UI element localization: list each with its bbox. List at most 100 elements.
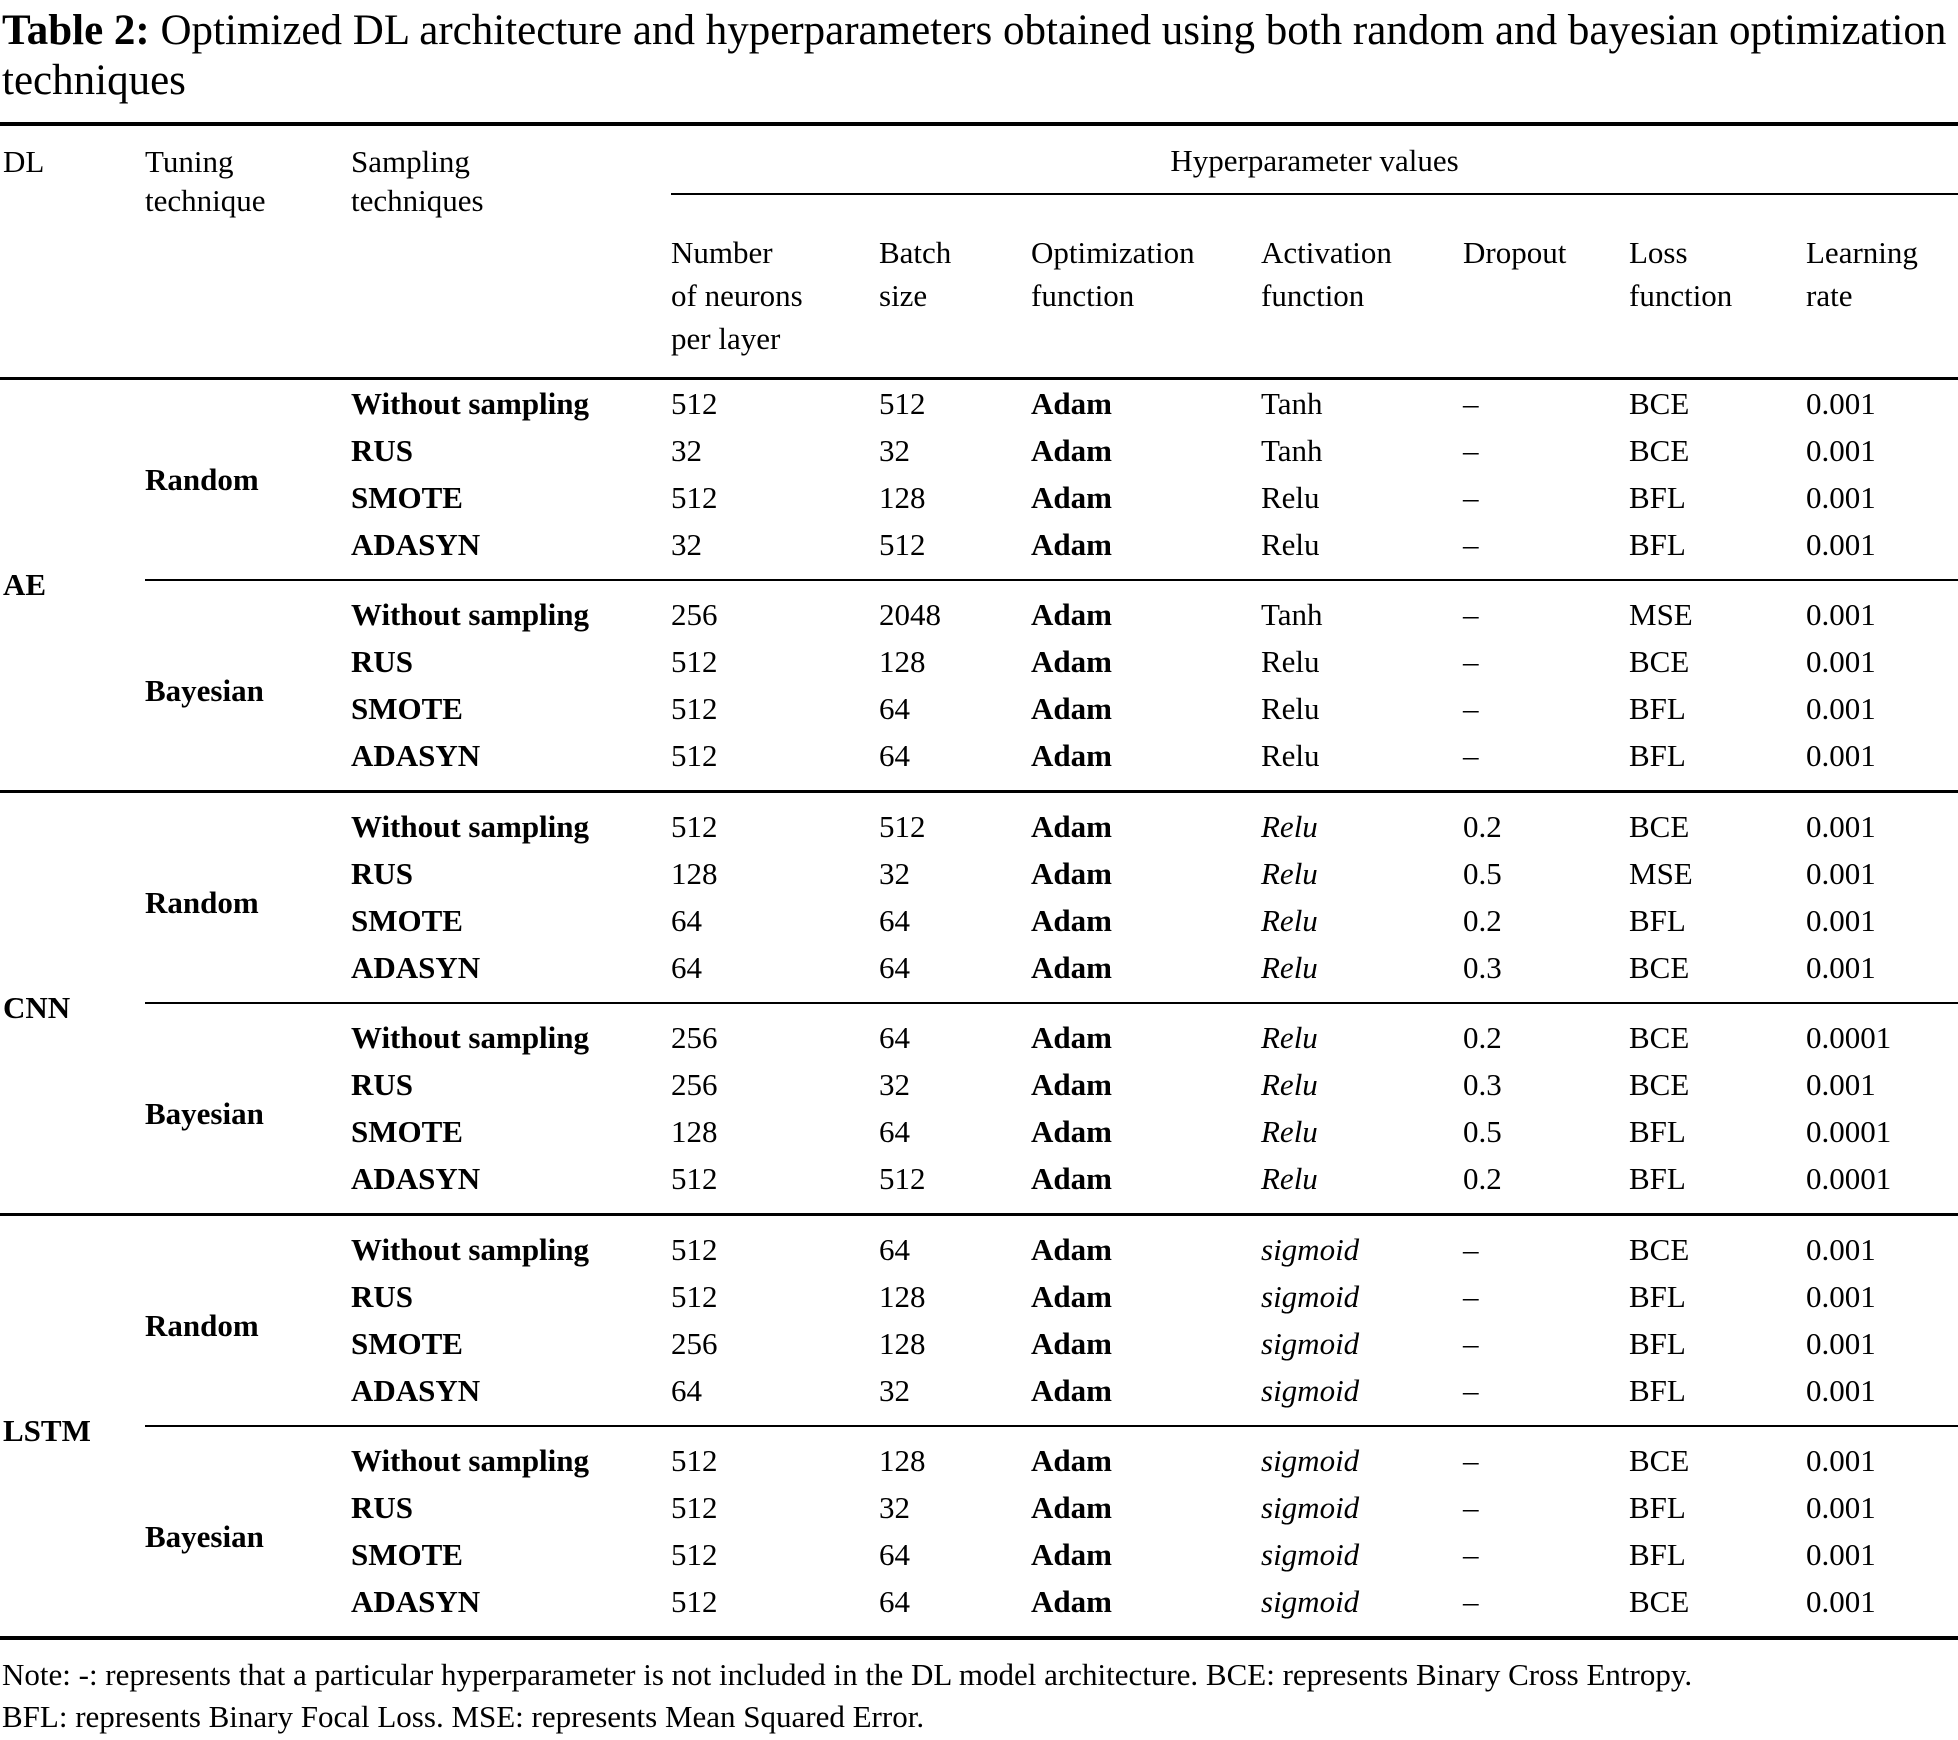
cell-sampling-technique: ADASYN [351,526,481,562]
cell-loss-function: MSE [1629,578,1806,638]
table-row: SMOTE 512 64 Adam sigmoid – BFL 0.001 [0,1531,1958,1578]
cell-optimization-function: Adam [1031,1113,1112,1149]
cell-activation-function: Relu [1261,1001,1463,1061]
cell-learning-rate: 0.001 [1806,1278,1876,1314]
cell-dropout: – [1463,479,1479,515]
cell-learning-rate: 0.001 [1806,1583,1876,1619]
header-sampling-techniques: Sampling techniques [351,123,671,380]
cell-optimization-function: Adam [1031,855,1112,891]
text-line: Number [671,234,773,270]
cell-activation-function: Relu [1261,526,1320,562]
cell-optimization-function: Adam [1031,789,1261,850]
cell-dropout: 0.3 [1463,1066,1502,1102]
cell-neurons-per-layer: 512 [671,1489,718,1525]
cell-learning-rate: 0.001 [1806,1489,1876,1525]
tuning-label: Bayesian [145,1001,351,1215]
cell-batch-size: 64 [879,902,910,938]
cell-loss-function: BFL [1629,1536,1686,1572]
cell-optimization-function: Adam [1031,643,1112,679]
cell-activation-function: Relu [1261,1113,1318,1149]
text-line: function [1629,277,1733,313]
cell-sampling-technique: RUS [351,1489,414,1525]
cell-dropout: – [1463,690,1479,726]
cell-optimization-function: Adam [1031,737,1112,773]
cell-dropout: – [1463,1583,1479,1619]
cell-dropout: – [1463,1489,1479,1525]
cell-learning-rate: 0.001 [1806,1536,1876,1572]
cell-batch-size: 64 [879,1113,910,1149]
cell-learning-rate: 0.0001 [1806,1160,1892,1196]
cell-batch-size: 128 [879,643,926,679]
cell-dropout: – [1463,1325,1479,1361]
cell-neurons-per-layer: 512 [671,789,879,850]
cell-batch-size: 512 [879,1160,926,1196]
table-row: RUS 32 32 Adam Tanh – BCE 0.001 [0,427,1958,474]
cell-learning-rate: 0.0001 [1806,1001,1958,1061]
cell-activation-function: Relu [1261,902,1318,938]
cell-neurons-per-layer: 256 [671,578,879,638]
cell-neurons-per-layer: 64 [671,949,702,985]
cell-sampling-technique: Without sampling [351,1212,671,1273]
cell-neurons-per-layer: 512 [671,479,718,515]
cell-loss-function: BFL [1629,1160,1686,1196]
table-row: RUS 128 32 Adam Relu 0.5 MSE 0.001 [0,850,1958,897]
cell-sampling-technique: SMOTE [351,1325,463,1361]
cell-activation-function: sigmoid [1261,1489,1360,1525]
dl-label: CNN [0,789,145,1215]
cell-sampling-technique: ADASYN [351,1160,481,1196]
cell-activation-function: sigmoid [1261,1424,1463,1484]
cell-optimization-function: Adam [1031,902,1112,938]
cell-learning-rate: 0.001 [1806,902,1876,938]
text-line: techniques [351,183,484,219]
cell-optimization-function: Adam [1031,479,1112,515]
table-row: SMOTE 256 128 Adam sigmoid – BFL 0.001 [0,1320,1958,1367]
cell-neurons-per-layer: 512 [671,1583,718,1619]
cell-learning-rate: 0.001 [1806,737,1876,773]
text-line: Note: -: represents that a particular hy… [2,1656,1693,1692]
cell-optimization-function: Adam [1031,1278,1112,1314]
cell-neurons-per-layer: 512 [671,1160,718,1196]
text-line: Optimization [1031,234,1195,270]
cell-sampling-technique: RUS [351,1278,414,1314]
cell-activation-function: Relu [1261,690,1320,726]
text-line: Batch [879,234,952,270]
text-line: size [879,277,928,313]
table-row: Bayesian Without sampling 256 64 Adam Relu 0.2… [0,1001,1958,1215]
hyperparameter-table: DL Tuning technique Sampling techniques Hy… [0,121,1958,1640]
table-row: ADASYN 512 64 Adam sigmoid – BCE 0.001 [0,1578,1958,1638]
table-row: ADASYN 32 512 Adam Relu – BFL 0.001 [0,521,1958,580]
cell-sampling-technique: RUS [351,855,414,891]
cell-learning-rate: 0.001 [1806,1325,1876,1361]
cell-dropout: 0.2 [1463,1001,1629,1061]
cell-batch-size: 32 [879,1066,910,1102]
table-row: ADASYN 64 64 Adam Relu 0.3 BCE 0.001 [0,944,1958,1003]
cell-batch-size: 64 [879,690,910,726]
cell-neurons-per-layer: 512 [671,1536,718,1572]
cell-activation-function: Relu [1261,949,1318,985]
header-dl: DL [0,123,145,380]
cell-sampling-technique: ADASYN [351,737,481,773]
cell-sampling-technique: RUS [351,643,414,679]
cell-loss-function: BFL [1629,1372,1686,1408]
cell-batch-size: 128 [879,1325,926,1361]
cell-batch-size: 64 [879,1212,1031,1273]
cell-neurons-per-layer: 64 [671,1372,702,1408]
cell-batch-size: 512 [879,789,1031,850]
cell-loss-function: BCE [1629,432,1690,468]
cell-activation-function: Tanh [1261,385,1323,421]
cell-dropout: 0.3 [1463,949,1502,985]
table-row: SMOTE 512 128 Adam Relu – BFL 0.001 [0,474,1958,521]
tuning-label: Random [145,1212,351,1426]
cell-batch-size: 64 [879,737,910,773]
cell-neurons-per-layer: 512 [671,1278,718,1314]
cell-dropout: 0.2 [1463,902,1502,938]
table-row: RUS 256 32 Adam Relu 0.3 BCE 0.001 [0,1061,1958,1108]
cell-optimization-function: Adam [1031,690,1112,726]
table-row: Bayesian Without sampling 256 2048 Adam Tanh –… [0,578,1958,792]
cell-batch-size: 64 [879,1001,1031,1061]
cell-learning-rate: 0.001 [1806,690,1876,726]
cell-batch-size: 64 [879,1583,910,1619]
cell-activation-function: Relu [1261,643,1320,679]
cell-dropout: 0.5 [1463,1113,1502,1149]
text-line: rate [1806,277,1853,313]
